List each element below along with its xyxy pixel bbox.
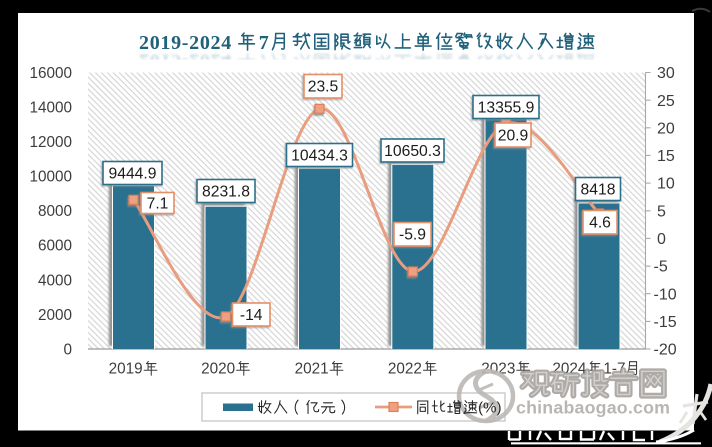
svg-text:4000: 4000 [38, 272, 72, 289]
svg-text:-10: -10 [654, 286, 677, 303]
svg-text:(%): (%) [478, 400, 502, 417]
svg-text:7.1: 7.1 [147, 195, 169, 212]
svg-text:23.5: 23.5 [308, 79, 339, 96]
svg-text:10434.3: 10434.3 [291, 147, 348, 164]
svg-text:0: 0 [63, 341, 72, 358]
svg-text:25: 25 [657, 93, 675, 110]
svg-text:10000: 10000 [29, 169, 72, 186]
svg-text:2022: 2022 [388, 361, 422, 378]
svg-text:10: 10 [657, 176, 675, 193]
svg-text:14000: 14000 [29, 100, 72, 117]
svg-text:4.6: 4.6 [589, 215, 611, 232]
svg-text:8418: 8418 [581, 181, 616, 198]
svg-text:-5: -5 [654, 259, 668, 276]
svg-text:5: 5 [657, 203, 666, 220]
svg-text:30: 30 [657, 65, 675, 82]
svg-text:-15: -15 [654, 314, 677, 331]
svg-text:8000: 8000 [38, 203, 72, 220]
svg-text:8231.8: 8231.8 [202, 183, 250, 200]
svg-text:-14: -14 [240, 307, 263, 324]
svg-text:2019-2024: 2019-2024 [139, 50, 232, 72]
svg-text:20: 20 [657, 120, 675, 137]
svg-text:9444.9: 9444.9 [109, 165, 157, 182]
svg-text:15: 15 [657, 148, 675, 165]
svg-text:12000: 12000 [29, 134, 72, 151]
svg-text:7: 7 [259, 32, 269, 54]
svg-text:20.9: 20.9 [498, 127, 529, 144]
svg-text:16000: 16000 [29, 65, 72, 82]
svg-text:2000: 2000 [38, 307, 72, 324]
svg-text:2019: 2019 [109, 361, 143, 378]
svg-text:-20: -20 [654, 342, 677, 359]
svg-text:2021: 2021 [295, 361, 329, 378]
svg-text:0: 0 [657, 231, 666, 248]
svg-text:13355.9: 13355.9 [478, 99, 535, 116]
svg-text:7: 7 [259, 50, 269, 72]
svg-text:2020: 2020 [201, 361, 235, 378]
svg-text:-5.9: -5.9 [399, 227, 426, 244]
svg-text:2019-2024: 2019-2024 [139, 32, 232, 54]
svg-text:chinabaogao.com: chinabaogao.com [516, 398, 670, 418]
svg-text:10650.3: 10650.3 [384, 143, 441, 160]
svg-text:6000: 6000 [38, 238, 72, 255]
